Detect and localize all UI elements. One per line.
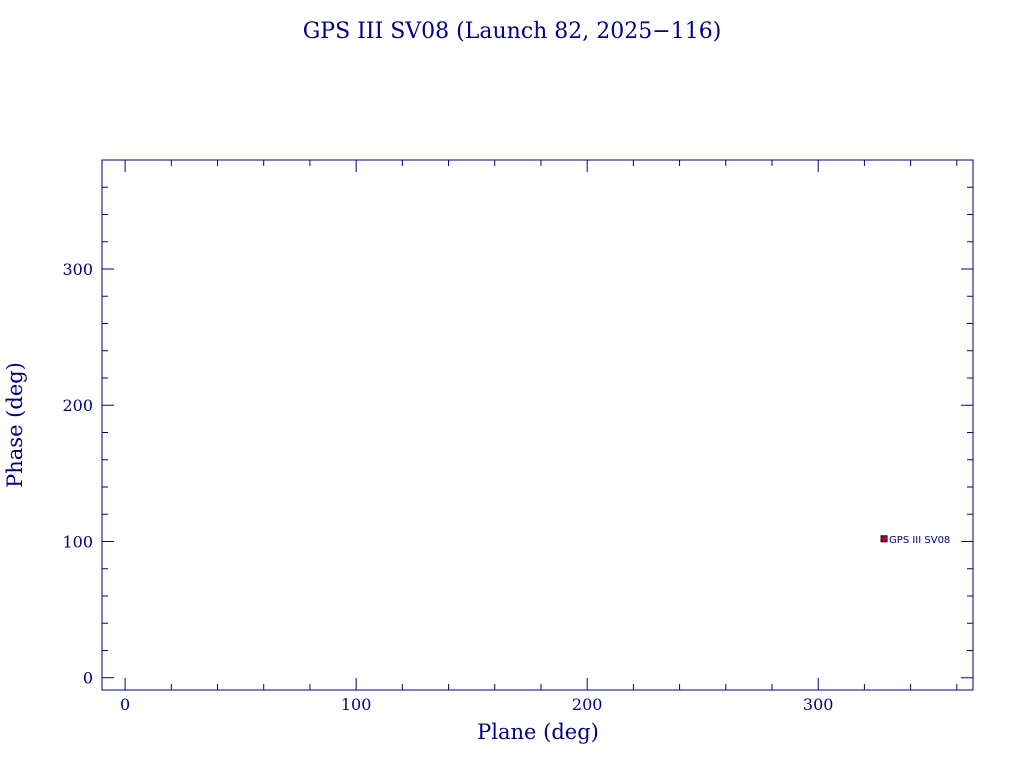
x-tick-label: 300 bbox=[803, 695, 834, 714]
x-tick-label: 100 bbox=[341, 695, 372, 714]
y-tick-label: 0 bbox=[83, 669, 93, 688]
tick-labels: 0 100 200 300 0 100 200 300 bbox=[62, 260, 833, 714]
y-axis-label: Phase (deg) bbox=[3, 362, 27, 488]
y-tick-label: 200 bbox=[62, 396, 93, 415]
ticks bbox=[102, 159, 973, 690]
x-tick-label: 0 bbox=[120, 695, 130, 714]
y-tick-label: 100 bbox=[62, 532, 93, 551]
x-tick-label: 200 bbox=[572, 695, 603, 714]
data-point-label: GPS III SV08 bbox=[889, 535, 950, 546]
data-point-marker bbox=[880, 535, 888, 543]
y-tick-label: 300 bbox=[62, 260, 93, 279]
x-axis-label: Plane (deg) bbox=[477, 720, 599, 744]
data-points: GPS III SV08 bbox=[880, 535, 950, 546]
plot-frame bbox=[101, 159, 974, 691]
chart-title: GPS III SV08 (Launch 82, 2025−116) bbox=[303, 19, 722, 44]
